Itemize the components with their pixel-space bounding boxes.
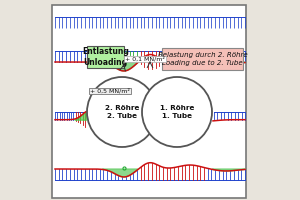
FancyBboxPatch shape (87, 46, 124, 68)
FancyBboxPatch shape (52, 5, 246, 198)
Circle shape (87, 77, 157, 147)
Text: Entlastung
Unloading: Entlastung Unloading (82, 47, 129, 67)
Text: 2. Röhre
2. Tube: 2. Röhre 2. Tube (105, 105, 139, 119)
Text: + 0,1 MN/m²: + 0,1 MN/m² (125, 56, 165, 62)
FancyBboxPatch shape (162, 48, 243, 70)
Text: Belastung durch 2. Röhre
Loading due to 2. Tube: Belastung durch 2. Röhre Loading due to … (158, 52, 247, 66)
Text: + 0,5 MN/m²: + 0,5 MN/m² (90, 88, 130, 94)
Text: 1. Röhre
1. Tube: 1. Röhre 1. Tube (160, 105, 194, 119)
Circle shape (142, 77, 212, 147)
